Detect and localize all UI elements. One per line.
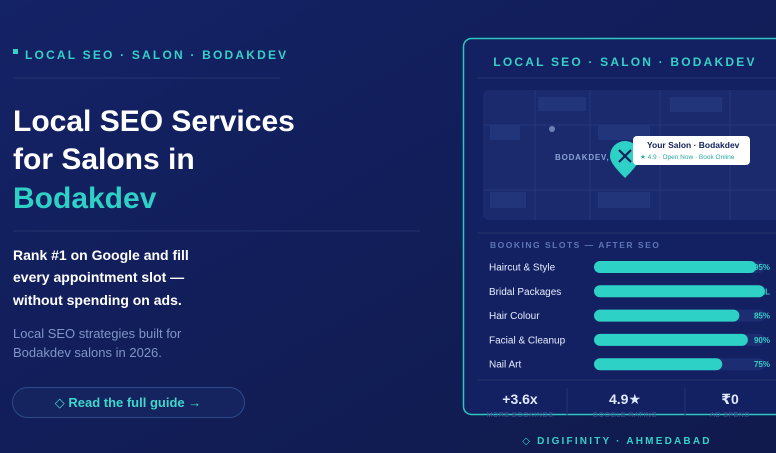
value-label: 85% — [754, 312, 770, 321]
booking-chart: Haircut & Style 95% Bridal Packages FULL Hai… — [489, 261, 770, 371]
button-outline — [12, 387, 245, 418]
slot-label: Bridal Packages — [489, 287, 561, 298]
slot-label: Hair Colour — [489, 311, 540, 322]
title-line: Local SEO Services — [13, 105, 295, 138]
stats: +3.6x MORE BOOKINGS 4.9★ GOOGLE RATING ₹0 AD … — [487, 391, 750, 419]
paragraph: Bodakdev salons in 2026. — [13, 345, 162, 360]
value-label: 95% — [754, 263, 770, 272]
value-label: 90% — [754, 336, 770, 345]
stat-label: AD SPEND — [710, 412, 750, 419]
slot-label: Haircut & Style — [489, 263, 556, 274]
map-block — [598, 192, 650, 208]
booking-title: BOOKING SLOTS — AFTER SEO — [490, 240, 660, 250]
pin-icon — [618, 149, 632, 163]
guide-button[interactable]: ◇ Read the full guide → — [12, 387, 245, 418]
stat-value: 4.9★ — [609, 391, 641, 407]
map-block — [670, 97, 722, 112]
value-label: 75% — [754, 360, 770, 369]
map: BODAKDEV, A Your Salon · Bodakdev ★ 4.9 … — [483, 90, 776, 220]
slot-label: Nail Art — [489, 360, 521, 371]
bar — [594, 333, 748, 346]
pin-title: Your Salon · Bodakdev — [647, 140, 740, 150]
card-header: LOCAL SEO · SALON · BODAKDEV — [493, 55, 756, 69]
title-highlight: Bodakdev — [13, 182, 157, 215]
button-label[interactable]: ◇ Read the full guide → — [55, 395, 202, 410]
bar — [594, 358, 723, 371]
stat-label: MORE BOOKINGS — [487, 412, 554, 419]
map-block — [490, 192, 526, 208]
bar — [594, 261, 757, 273]
kicker: LOCAL SEO · SALON · BODAKDEV — [25, 48, 288, 62]
map-block — [490, 125, 520, 140]
slot-label: Facial & Cleanup — [489, 335, 566, 346]
stat-value: +3.6x — [502, 391, 538, 407]
map-pin — [610, 141, 640, 178]
bar — [594, 309, 740, 322]
title-line: for Salons in — [13, 143, 195, 176]
footer: ◇ DIGIFINITY · AHMEDABAD — [522, 436, 711, 447]
map-label: BODAKDEV, A — [555, 153, 619, 162]
paragraph: Local SEO strategies built for — [13, 326, 182, 341]
pin-tooltip — [633, 136, 750, 165]
bar — [594, 285, 765, 298]
map-block — [538, 97, 586, 111]
map-dot — [549, 126, 555, 132]
kicker-icon — [13, 49, 18, 54]
subheading: Rank #1 on Google and fill — [13, 247, 189, 263]
subheading: without spending on ads. — [12, 292, 182, 308]
stat-label: GOOGLE RATING — [593, 412, 658, 419]
pin-details: ★ 4.9 · Open Now · Book Online — [640, 154, 735, 161]
stat-value: ₹0 — [721, 391, 739, 407]
subheading: every appointment slot — — [13, 269, 184, 285]
value-label: FULL — [750, 287, 771, 296]
